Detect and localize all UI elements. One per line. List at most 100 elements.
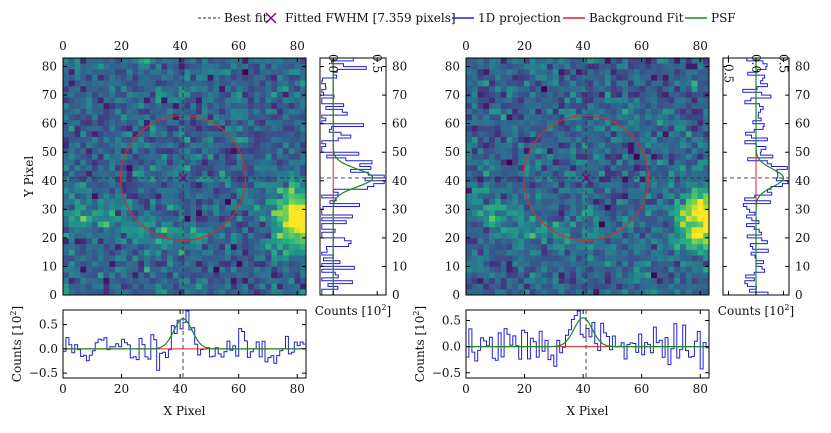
heatmap-cell	[483, 125, 490, 132]
heatmap-cell	[616, 278, 623, 285]
heatmap-cell	[300, 137, 307, 144]
heatmap-cell	[300, 210, 307, 217]
heatmap-cell	[282, 114, 290, 121]
heatmap-cell	[277, 255, 284, 262]
heatmap-cell	[489, 125, 496, 132]
heatmap-cell	[541, 91, 548, 98]
heatmap-cell	[674, 244, 681, 251]
heatmap-cell	[161, 86, 168, 93]
heatmap-cell	[277, 193, 284, 200]
heatmap-cell	[167, 131, 174, 138]
heatmap-cell	[172, 108, 180, 115]
heatmap-cell	[651, 137, 658, 144]
heatmap-cell	[529, 108, 536, 115]
heatmap-cell	[506, 125, 513, 132]
heatmap-cell	[242, 58, 249, 65]
heatmap-cell	[697, 165, 704, 172]
heatmap-cell	[201, 249, 209, 256]
heatmap-cell	[703, 153, 710, 160]
heatmap-cell	[138, 86, 145, 93]
heatmap-cell	[680, 221, 687, 228]
heatmap-cell	[645, 255, 652, 262]
heatmap-cell	[230, 187, 237, 194]
heatmap-cell	[109, 221, 116, 228]
heatmap-cell	[645, 283, 652, 290]
heatmap-cell	[651, 283, 658, 290]
heatmap-cell	[190, 58, 197, 65]
heatmap-cell	[529, 103, 536, 110]
heatmap-cell	[86, 97, 93, 104]
heatmap-cell	[581, 58, 588, 65]
heatmap-cell	[466, 187, 473, 194]
heatmap-cell	[622, 227, 629, 234]
heatmap-cell	[552, 131, 559, 138]
heatmap-cell	[512, 187, 519, 194]
heatmap-cell	[518, 204, 525, 211]
heatmap-cell	[271, 221, 278, 228]
heatmap-cell	[570, 232, 577, 239]
heatmap-cell	[535, 210, 542, 217]
heatmap-cell	[219, 153, 226, 160]
heatmap-cell	[190, 182, 197, 189]
heatmap-cell	[668, 103, 675, 110]
heatmap-cell	[489, 148, 496, 155]
heatmap-cell	[178, 182, 185, 189]
heatmap-cell	[149, 86, 156, 93]
heatmap-cell	[213, 193, 220, 200]
heatmap-cell	[685, 137, 693, 144]
heatmap-cell	[512, 108, 519, 115]
heatmap-cell	[494, 120, 502, 127]
heatmap-cell	[172, 103, 180, 110]
heatmap-cell	[115, 153, 122, 160]
heatmap-cell	[138, 227, 145, 234]
heatmap-cell	[207, 261, 214, 268]
heatmap-cell	[300, 69, 307, 76]
heatmap-cell	[593, 74, 600, 81]
heatmap-cell	[178, 244, 185, 251]
heatmap-cell	[178, 108, 185, 115]
heatmap-cell	[213, 165, 220, 172]
heatmap-cell	[91, 69, 99, 76]
heatmap-cell	[294, 120, 301, 127]
heatmap-cell	[668, 182, 675, 189]
heatmap-cell	[126, 221, 133, 228]
heatmap-cell	[253, 232, 261, 239]
heatmap-cell	[126, 193, 133, 200]
heatmap-cell	[86, 131, 93, 138]
heatmap-cell	[587, 176, 594, 183]
heatmap-cell	[80, 210, 87, 217]
heatmap-cell	[74, 63, 81, 70]
heatmap-cell	[248, 148, 255, 155]
heatmap-cell	[253, 69, 261, 76]
heatmap-cell	[288, 289, 295, 296]
heatmap-cell	[213, 63, 220, 70]
heatmap-cell	[518, 148, 525, 155]
heatmap-cell	[691, 221, 698, 228]
heatmap-cell	[74, 91, 81, 98]
heatmap-cell	[494, 63, 502, 70]
heatmap-cell	[604, 142, 612, 149]
heatmap-cell	[483, 278, 490, 285]
heatmap-cell	[575, 80, 583, 87]
heatmap-cell	[271, 244, 278, 251]
heatmap-cell	[265, 114, 272, 121]
heatmap-cell	[628, 255, 635, 262]
heatmap-cell	[547, 137, 554, 144]
heatmap-cell	[651, 86, 658, 93]
heatmap-cell	[144, 108, 151, 115]
heatmap-cell	[541, 69, 548, 76]
heatmap-cell	[668, 232, 675, 239]
heatmap-cell	[628, 159, 635, 166]
heatmap-cell	[68, 210, 75, 217]
heatmap-cell	[115, 249, 122, 256]
heatmap-cell	[680, 170, 687, 177]
heatmap-cell	[282, 176, 290, 183]
heatmap-cell	[277, 142, 284, 149]
heatmap-cell	[242, 153, 249, 160]
heatmap-cell	[80, 114, 87, 121]
heatmap-cell	[144, 114, 151, 121]
heatmap-cell	[552, 74, 559, 81]
heatmap-cell	[651, 63, 658, 70]
heatmap-cell	[494, 266, 502, 273]
